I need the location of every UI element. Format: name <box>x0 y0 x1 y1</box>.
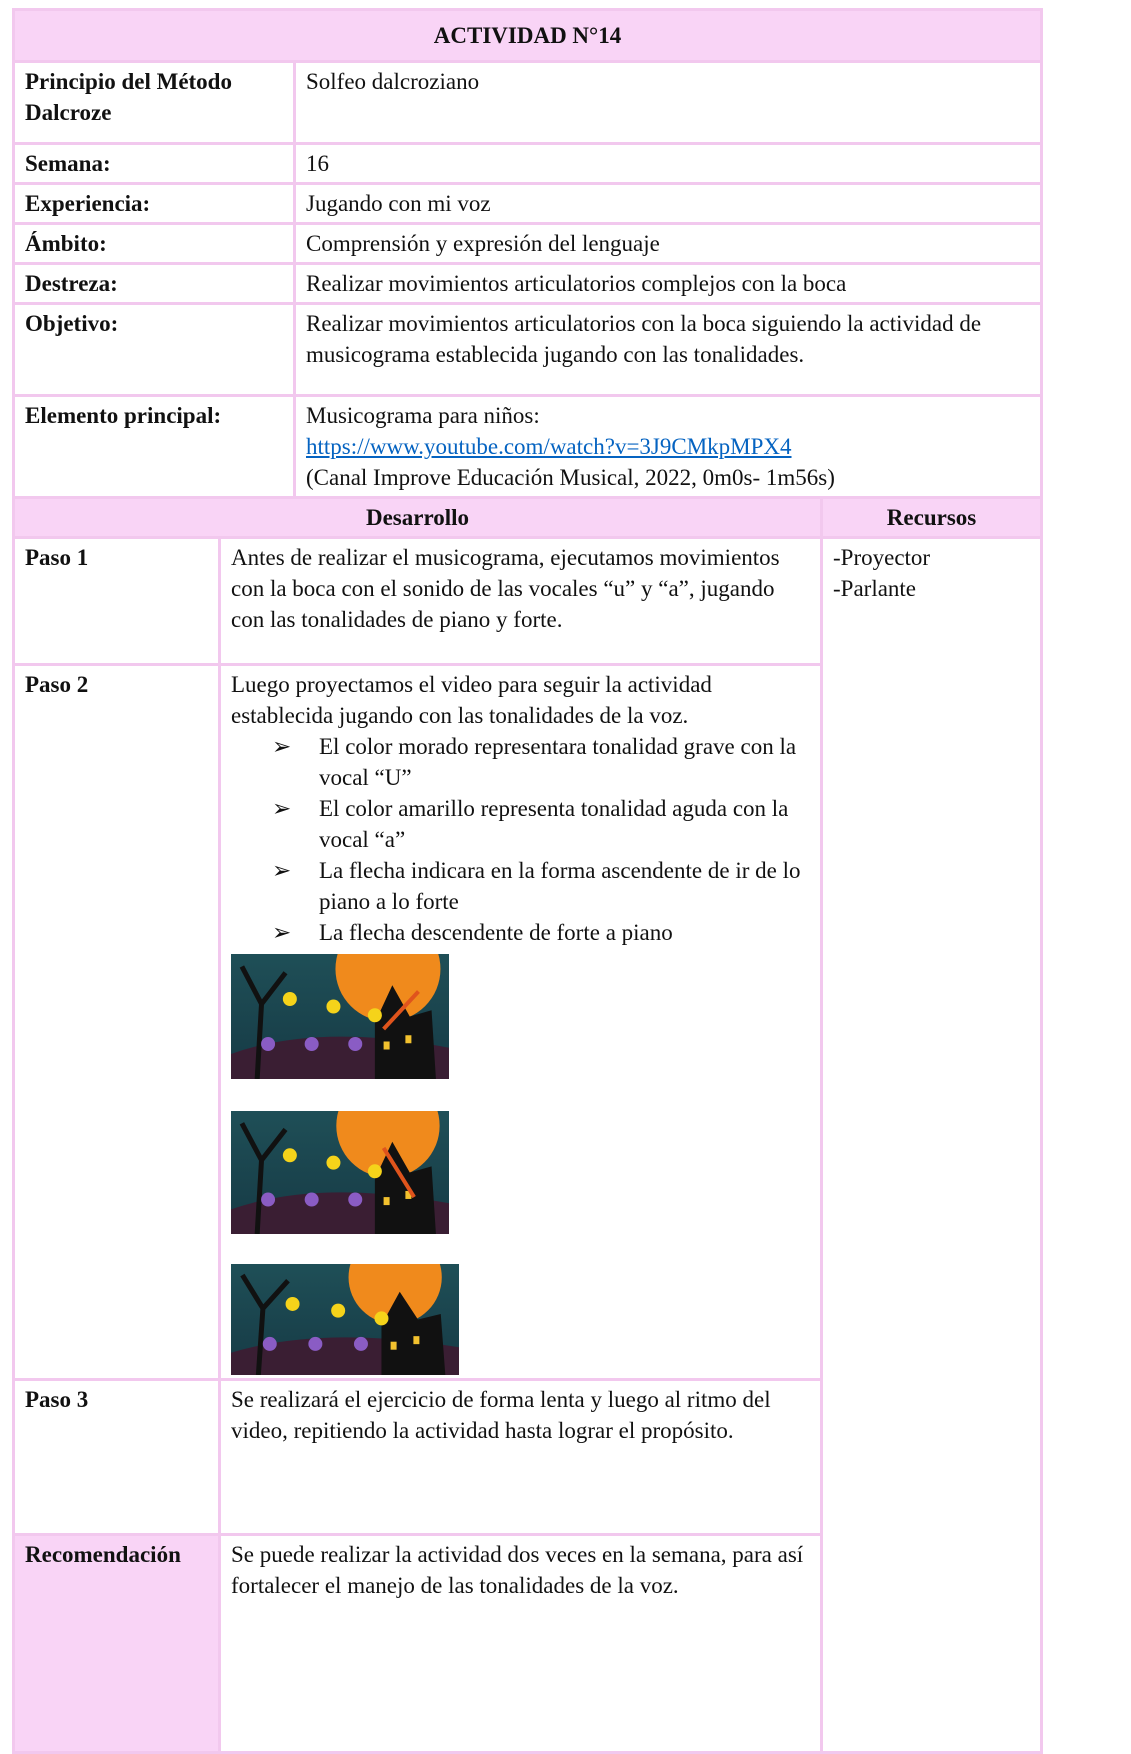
thumbnail-shape <box>304 1192 319 1207</box>
thumbnail-shape <box>348 1264 442 1324</box>
thumbnail-shape <box>390 1341 397 1350</box>
thumbnail-shape <box>383 1197 390 1206</box>
thumbnail-shape <box>262 1336 277 1351</box>
thumbnail-shape <box>308 1336 323 1351</box>
label: Principio del Método Dalcroze <box>12 60 296 145</box>
value: Realizar movimientos articulatorios comp… <box>292 262 1044 305</box>
thumbnail-shape <box>383 1041 390 1050</box>
thumbnail-shape <box>282 992 297 1006</box>
video-link[interactable]: https://www.youtube.com/watch?v=3J9CMkpM… <box>306 434 792 459</box>
thumbnail-shape <box>374 985 436 1079</box>
header: Desarrollo <box>12 496 823 539</box>
label: Experiencia: <box>12 182 296 225</box>
video-thumbnail <box>231 1264 459 1375</box>
thumbnail-shape <box>239 1122 288 1234</box>
step-label: Paso 1 <box>12 536 221 666</box>
label: Elemento principal: <box>12 394 296 499</box>
thumbnail-shape <box>304 1037 319 1051</box>
video-thumbnail <box>231 1111 449 1234</box>
thumbnail-shape <box>405 1035 412 1044</box>
step-text: Antes de realizar el musicograma, ejecut… <box>218 536 823 666</box>
value: Jugando con mi voz <box>292 182 1044 225</box>
thumbnail-shape <box>381 1291 446 1375</box>
thumbnail-shape <box>336 1111 440 1178</box>
value: 16 <box>292 142 1044 185</box>
thumbnail-shape <box>367 1008 382 1023</box>
label: Destreza: <box>12 262 296 305</box>
step-text: Luego proyectamos el video para seguir l… <box>231 672 712 728</box>
thumbnail-shape <box>331 1303 346 1318</box>
thumbnail-shape <box>282 1148 297 1163</box>
bullet: El color amarillo representa tonalidad a… <box>272 793 810 855</box>
step-label: Paso 3 <box>12 1378 221 1536</box>
thumbnail-shape <box>367 1164 382 1179</box>
thumbnail-shape <box>326 999 341 1014</box>
thumbnail-shape <box>285 1296 300 1311</box>
label: Semana: <box>12 142 296 185</box>
step-text: Se realizará el ejercicio de forma lenta… <box>218 1378 823 1536</box>
step-text: Se puede realizar la actividad dos veces… <box>218 1533 823 1754</box>
thumbnail-shape <box>240 1273 290 1375</box>
thumbnail-shape <box>405 1190 412 1199</box>
title: ACTIVIDAD N°14 <box>11 8 1044 63</box>
value: Solfeo dalcroziano <box>292 60 1044 145</box>
bullet-list: El color morado representara tonalidad g… <box>231 731 810 948</box>
thumbnail-shape <box>261 1192 276 1207</box>
value: Musicograma para niños: <box>306 403 540 428</box>
citation: (Canal Improve Educación Musical, 2022, … <box>306 465 835 490</box>
bullet: El color morado representara tonalidad g… <box>272 731 810 793</box>
value-cell: Musicograma para niños: https://www.yout… <box>292 394 1044 499</box>
thumbnail-shape <box>326 1155 341 1170</box>
label: Ámbito: <box>12 222 296 265</box>
resource: -Parlante <box>833 576 917 601</box>
step-cell: Luego proyectamos el video para seguir l… <box>218 663 823 1381</box>
thumbnail-shape <box>413 1336 420 1345</box>
bullet: La flecha descendente de forte a piano <box>272 917 810 948</box>
header: Recursos <box>819 496 1044 539</box>
thumbnail-shape <box>261 1037 276 1051</box>
resource: -Proyector <box>833 545 931 570</box>
resources: -Proyector -Parlante <box>819 536 1044 1754</box>
label: Objetivo: <box>12 302 296 397</box>
thumbnails <box>231 954 810 1375</box>
thumbnail-shape <box>239 965 288 1079</box>
step-label: Paso 2 <box>12 663 221 1381</box>
value: Realizar movimientos articulatorios con … <box>292 302 1044 397</box>
video-thumbnail <box>231 954 449 1079</box>
thumbnail-shape <box>374 1311 389 1326</box>
thumbnail-shape <box>382 990 420 1031</box>
step-label: Recomendación <box>12 1533 221 1754</box>
thumbnail-shape <box>353 1336 368 1351</box>
thumbnail-shape <box>374 1141 436 1234</box>
bullet: La flecha indicara en la forma ascendent… <box>272 855 810 917</box>
thumbnail-shape <box>348 1192 363 1207</box>
page: ACTIVIDAD N°14 Principio del Método Dalc… <box>0 0 1131 1708</box>
thumbnail-shape <box>381 1146 416 1199</box>
activity-table: ACTIVIDAD N°14 Principio del Método Dalc… <box>11 8 1044 1754</box>
value: Comprensión y expresión del lenguaje <box>292 222 1044 265</box>
thumbnail-shape <box>335 954 441 1022</box>
thumbnail-shape <box>348 1037 363 1051</box>
